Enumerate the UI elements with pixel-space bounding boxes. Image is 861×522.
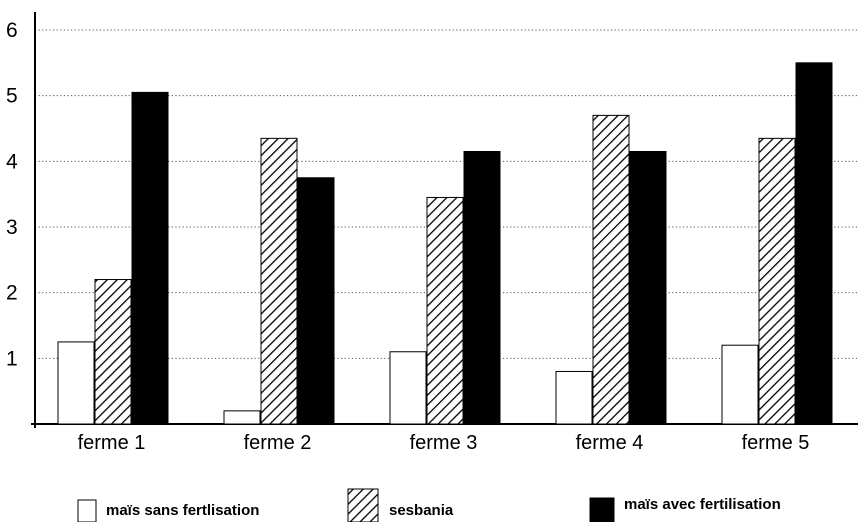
x-category-label: ferme 4 <box>576 432 644 454</box>
y-tick-label: 6 <box>6 19 18 42</box>
bar-2-ferme-2 <box>260 137 298 425</box>
bar-2-ferme-1 <box>94 279 132 425</box>
y-tick-label: 3 <box>6 216 18 239</box>
legend-swatch-3 <box>589 497 615 522</box>
y-axis-ticks: 1 2 3 4 5 6 <box>6 19 18 370</box>
y-tick-label: 1 <box>6 347 18 370</box>
legend-swatch-2 <box>347 488 379 522</box>
bar-2-ferme-5 <box>758 137 796 425</box>
x-category-label: ferme 1 <box>78 432 146 454</box>
y-tick-label: 2 <box>6 282 18 305</box>
bar-3-ferme-2 <box>297 177 335 425</box>
bar-2-ferme-4 <box>592 114 630 425</box>
legend-label-3: maïs avec fertilisation <box>624 496 781 513</box>
x-category-label: ferme 5 <box>742 432 810 454</box>
legend-label-1: maïs sans fertlisation <box>106 502 259 519</box>
bar-1-ferme-4 <box>555 370 593 425</box>
legend: maïs sans fertlisation sesbania maïs avec … <box>77 488 781 522</box>
bar-1-ferme-1 <box>57 341 95 425</box>
legend-label-2: sesbania <box>389 502 454 519</box>
x-category-label: ferme 2 <box>244 432 312 454</box>
bar-3-ferme-5 <box>795 62 833 425</box>
bar-3-ferme-1 <box>131 91 169 425</box>
bar-1-ferme-5 <box>721 344 759 425</box>
bar-3-ferme-3 <box>463 150 501 425</box>
legend-swatch-1 <box>77 499 97 522</box>
bars <box>57 62 833 425</box>
bar-3-ferme-4 <box>629 150 667 425</box>
bar-2-ferme-3 <box>426 196 464 425</box>
x-category-label: ferme 3 <box>410 432 478 454</box>
bar-1-ferme-2 <box>223 410 261 425</box>
bar-1-ferme-3 <box>389 351 427 425</box>
x-axis-labels: ferme 1 ferme 2 ferme 3 ferme 4 ferme 5 <box>78 432 810 454</box>
y-tick-label: 4 <box>6 150 18 173</box>
y-tick-label: 5 <box>6 85 18 108</box>
